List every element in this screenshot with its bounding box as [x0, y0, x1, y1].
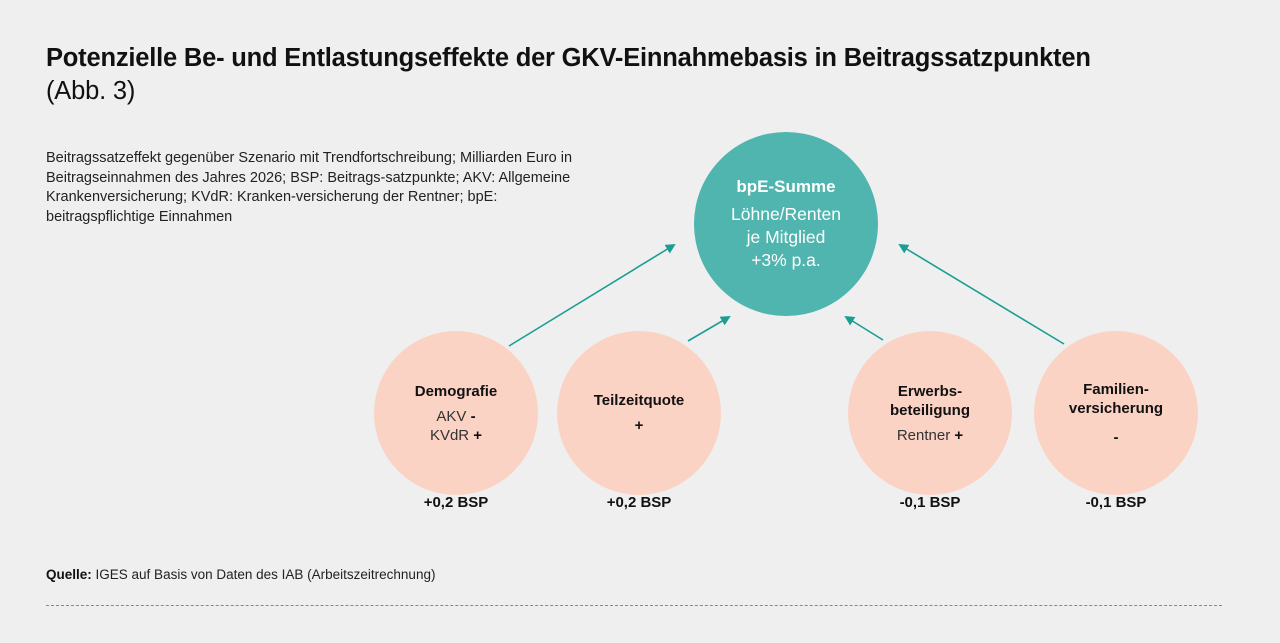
factor-line: Rentner + [896, 426, 964, 444]
source-note: Quelle: IGES auf Basis von Daten des IAB… [46, 567, 435, 582]
factor-line: + [634, 417, 644, 434]
title-line-1: Potenzielle Be- und Entlastungseffekte d… [46, 44, 1091, 72]
effect-label-demografie: +0,2 BSP [423, 494, 489, 511]
central-line-2: je Mitglied [746, 226, 826, 247]
source-text: IGES auf Basis von Daten des IAB (Arbeit… [95, 567, 436, 582]
title-line-2: (Abb. 3) [46, 77, 136, 105]
subtitle: Beitragssatzeffekt gegenüber Szenario mi… [46, 150, 573, 225]
page-title: Potenzielle Be- und Entlastungseffekte d… [46, 42, 1246, 108]
effect-label-familienversicherung: -0,1 BSP [1085, 494, 1147, 511]
central-heading: bpE-Summe [736, 176, 836, 196]
effect-label-erwerbsbeteiligung: -0,1 BSP [899, 494, 961, 511]
dashed-divider [46, 605, 1222, 606]
factor-heading: Demografie [414, 382, 498, 400]
effect-label-teilzeitquote: +0,2 BSP [606, 494, 672, 511]
factor-node-familienversicherung: Familien-versicherung - [1034, 331, 1198, 495]
factor-node-teilzeitquote: Teilzeitquote + [557, 331, 721, 495]
factor-node-demografie: Demografie AKV - KVdR + [374, 331, 538, 495]
arrow-erwerbsbeteiligung [844, 315, 884, 341]
source-label: Quelle: [46, 567, 92, 582]
central-line-1: Löhne/Renten [731, 203, 841, 224]
arrow-familienversicherung [898, 243, 1065, 345]
factor-heading: Familien-versicherung [1068, 380, 1164, 417]
factor-node-erwerbsbeteiligung: Erwerbs-beteiligung Rentner + [848, 331, 1012, 495]
central-line-3: +3% p.a. [751, 249, 821, 270]
factor-line: AKV - [436, 407, 476, 425]
arrow-teilzeitquote [687, 315, 731, 342]
central-node-bpe-summe: bpE-Summe Löhne/Renten je Mitglied +3% p… [694, 132, 878, 316]
factor-line: - [1113, 428, 1119, 446]
factor-heading: Erwerbs-beteiligung [890, 382, 970, 419]
factor-line: KVdR + [429, 426, 483, 444]
factor-heading: Teilzeitquote [593, 392, 685, 409]
